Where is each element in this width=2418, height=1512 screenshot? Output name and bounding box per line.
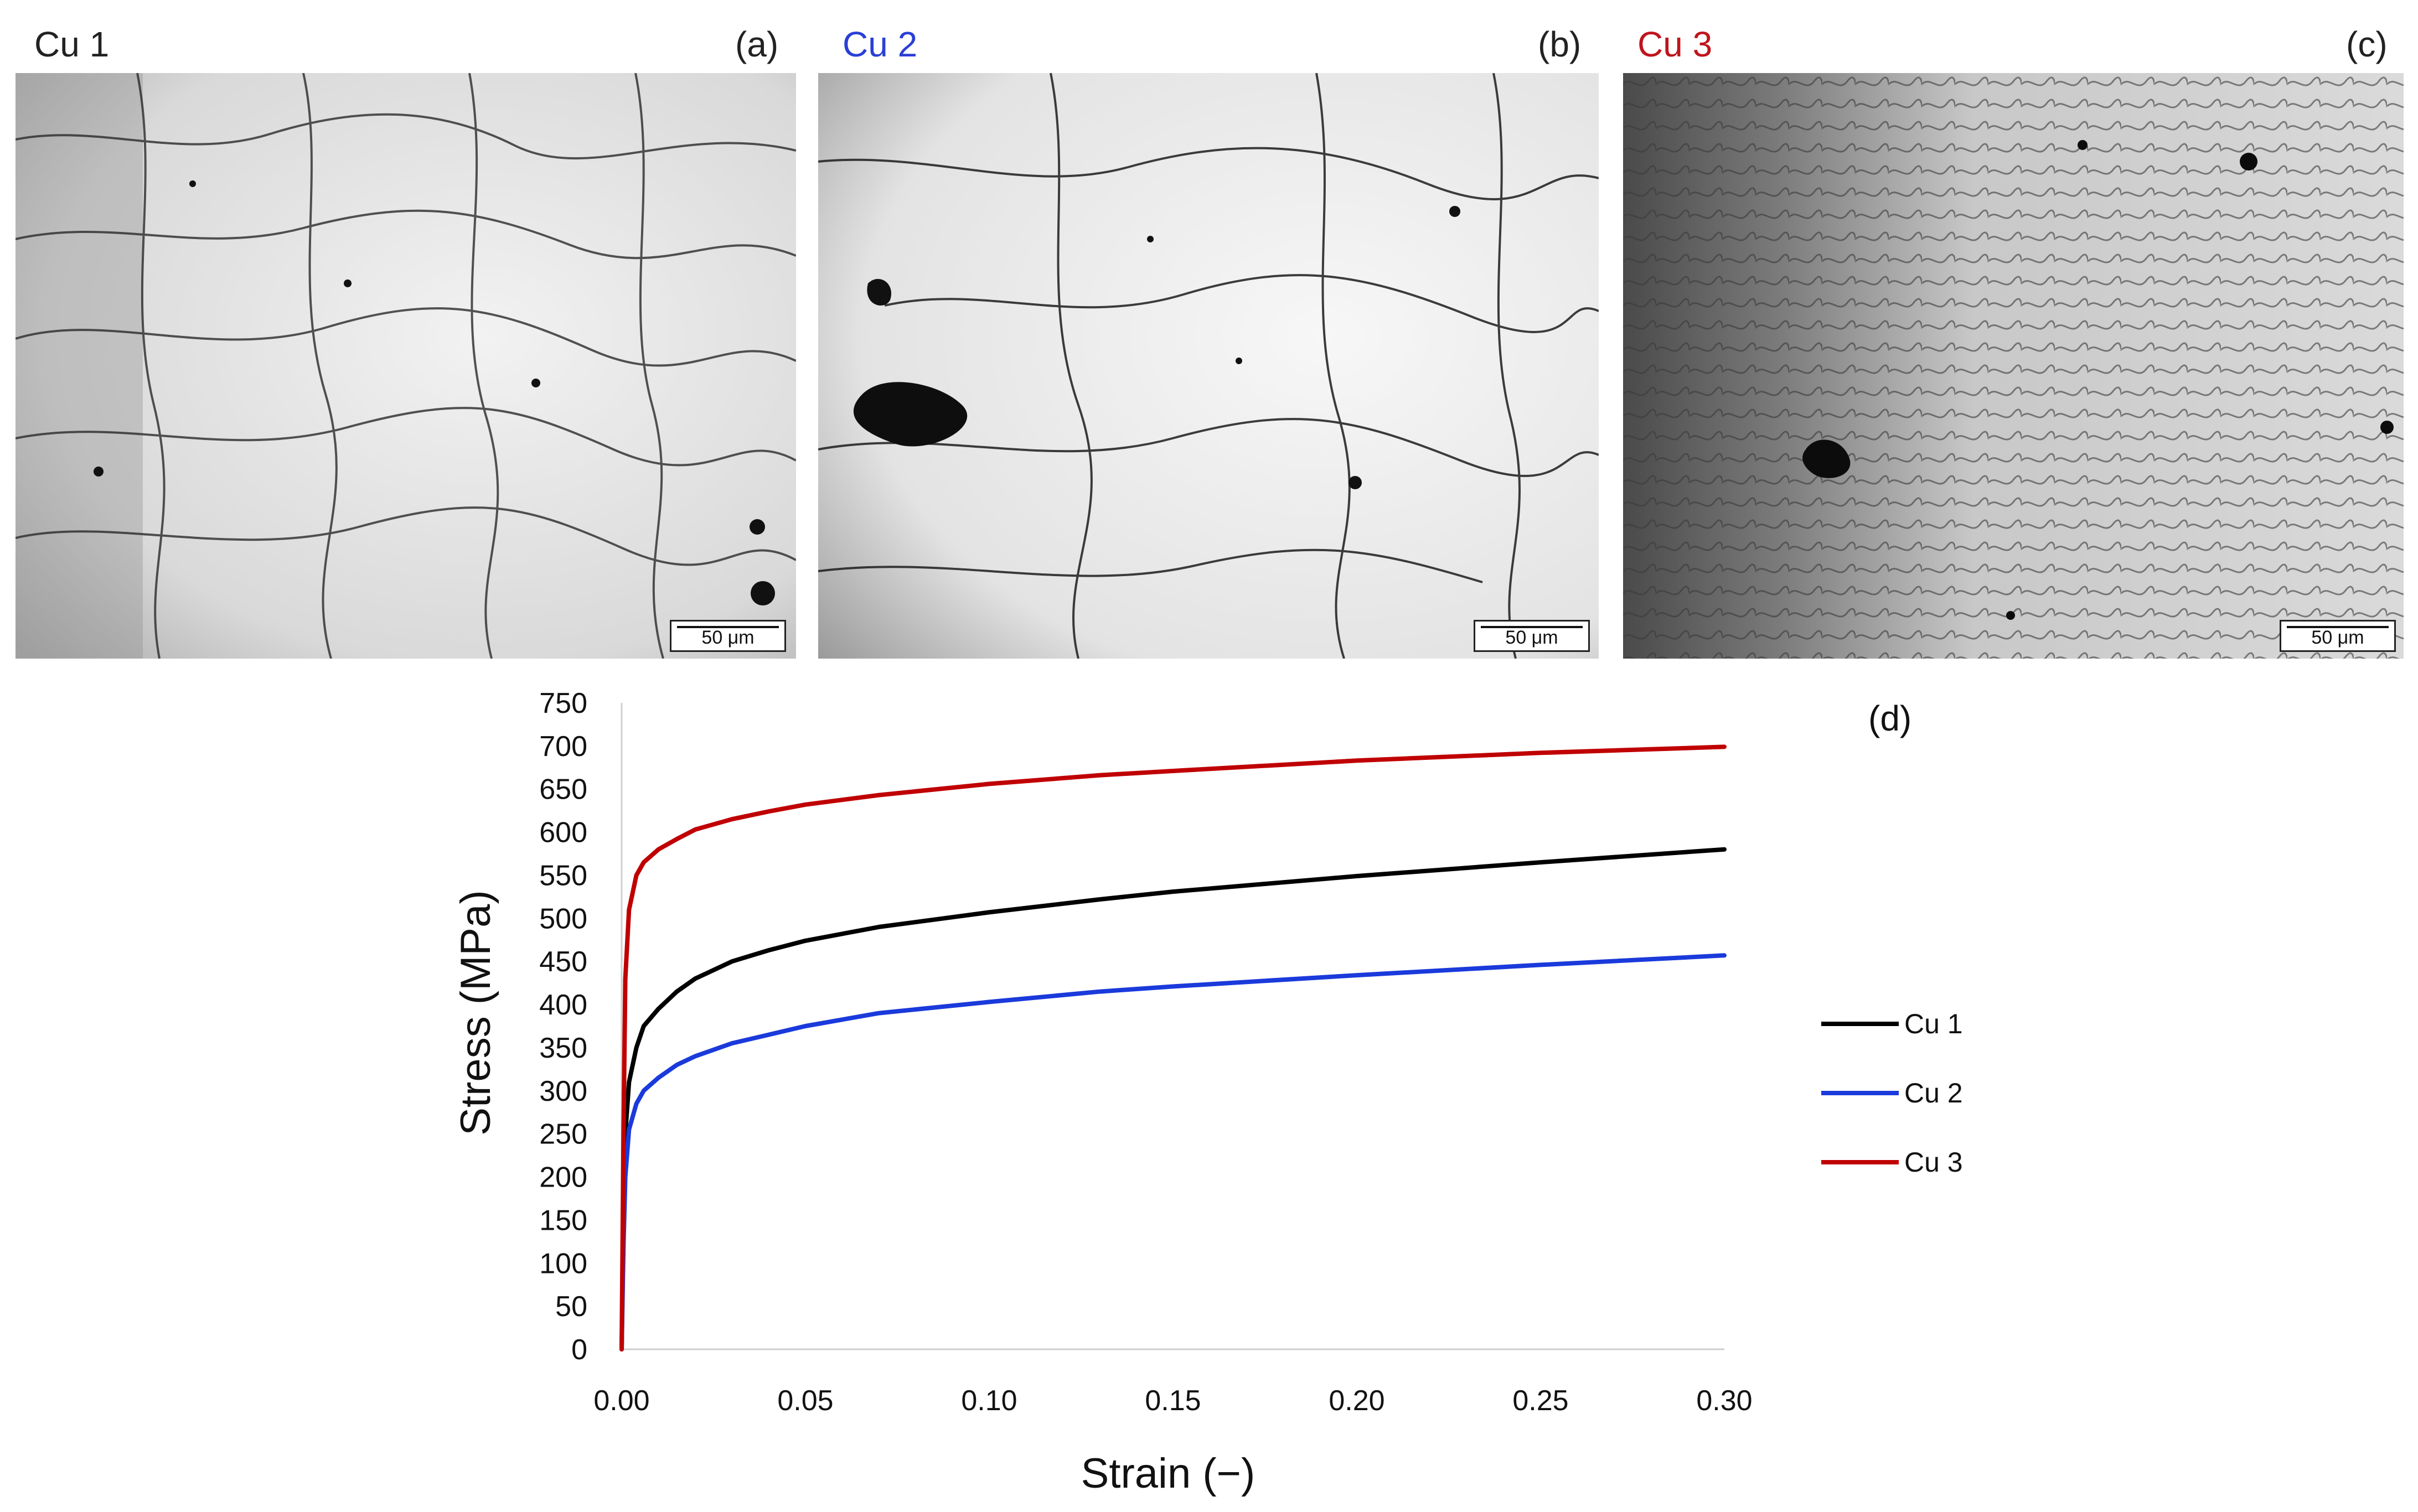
y-tick-label: 250 — [539, 1119, 587, 1151]
y-tick-label: 650 — [539, 774, 587, 806]
y-tick-label: 450 — [539, 946, 587, 978]
scale-bar-b: 50 μm — [1474, 620, 1590, 652]
series-line-cu-1 — [619, 847, 1727, 1352]
y-tick-label: 300 — [539, 1075, 587, 1107]
y-tick-label: 100 — [539, 1247, 587, 1280]
micrograph-cu1 — [16, 73, 796, 659]
panel-a-letter: (a) — [735, 24, 779, 64]
micrograph-cu3 — [1623, 73, 2404, 659]
x-tick-label: 0.15 — [1145, 1385, 1201, 1417]
y-tick-label: 750 — [539, 687, 587, 719]
legend: Cu 1 Cu 2 Cu 3 — [1821, 1008, 1963, 1178]
panel-d-label: (d) — [1868, 698, 1911, 738]
scale-bar-b-label: 50 μm — [1505, 627, 1558, 648]
x-axis: 0.00 0.05 0.10 0.15 0.20 0.25 0.30 — [593, 1348, 1753, 1417]
scale-bar-a-label: 50 μm — [701, 627, 755, 648]
panel-a-title: Cu 1 — [34, 24, 110, 64]
x-tick-label: 0.25 — [1512, 1385, 1568, 1417]
panel-c-letter: (c) — [2346, 24, 2388, 64]
y-tick-label: 200 — [539, 1162, 587, 1194]
x-tick-label: 0.20 — [1329, 1385, 1384, 1417]
series-line-cu-2 — [619, 953, 1727, 1352]
legend-label: Cu 3 — [1904, 1147, 1963, 1178]
y-tick-label: 350 — [539, 1032, 587, 1064]
y-tick-label: 700 — [539, 731, 587, 763]
y-tick-label: 150 — [539, 1204, 587, 1236]
y-tick-label: 400 — [539, 989, 587, 1021]
panel-b-title: Cu 2 — [843, 24, 918, 64]
y-axis: 0 50 100 150 200 250 300 350 400 450 500 550 600 650 7… — [539, 687, 623, 1366]
x-axis-title: Strain (−) — [1081, 1450, 1256, 1497]
micrograph-cu2 — [818, 73, 1599, 659]
y-tick-label: 500 — [539, 903, 587, 935]
panel-c-title: Cu 3 — [1637, 24, 1713, 64]
y-tick-label: 550 — [539, 859, 587, 892]
y-tick-label: 50 — [555, 1291, 587, 1323]
stress-strain-chart: (d) 0 50 100 150 200 250 300 350 400 450 500 550 600… — [452, 687, 1963, 1497]
x-tick-label: 0.00 — [593, 1385, 649, 1417]
scale-bar-a: 50 μm — [670, 620, 786, 652]
series-layer — [619, 744, 1727, 1352]
legend-label: Cu 1 — [1904, 1008, 1963, 1039]
x-tick-label: 0.05 — [777, 1385, 833, 1417]
x-tick-label: 0.30 — [1696, 1385, 1752, 1417]
panel-b-letter: (b) — [1538, 24, 1582, 64]
scale-bar-c-label: 50 μm — [2311, 627, 2364, 648]
series-line-cu-3 — [619, 744, 1727, 1352]
scale-bar-c: 50 μm — [2280, 620, 2396, 652]
y-tick-label: 0 — [571, 1334, 587, 1366]
y-tick-label: 600 — [539, 817, 587, 849]
y-axis-title: Stress (MPa) — [452, 890, 499, 1135]
x-tick-label: 0.10 — [961, 1385, 1017, 1417]
legend-label: Cu 2 — [1904, 1078, 1963, 1109]
